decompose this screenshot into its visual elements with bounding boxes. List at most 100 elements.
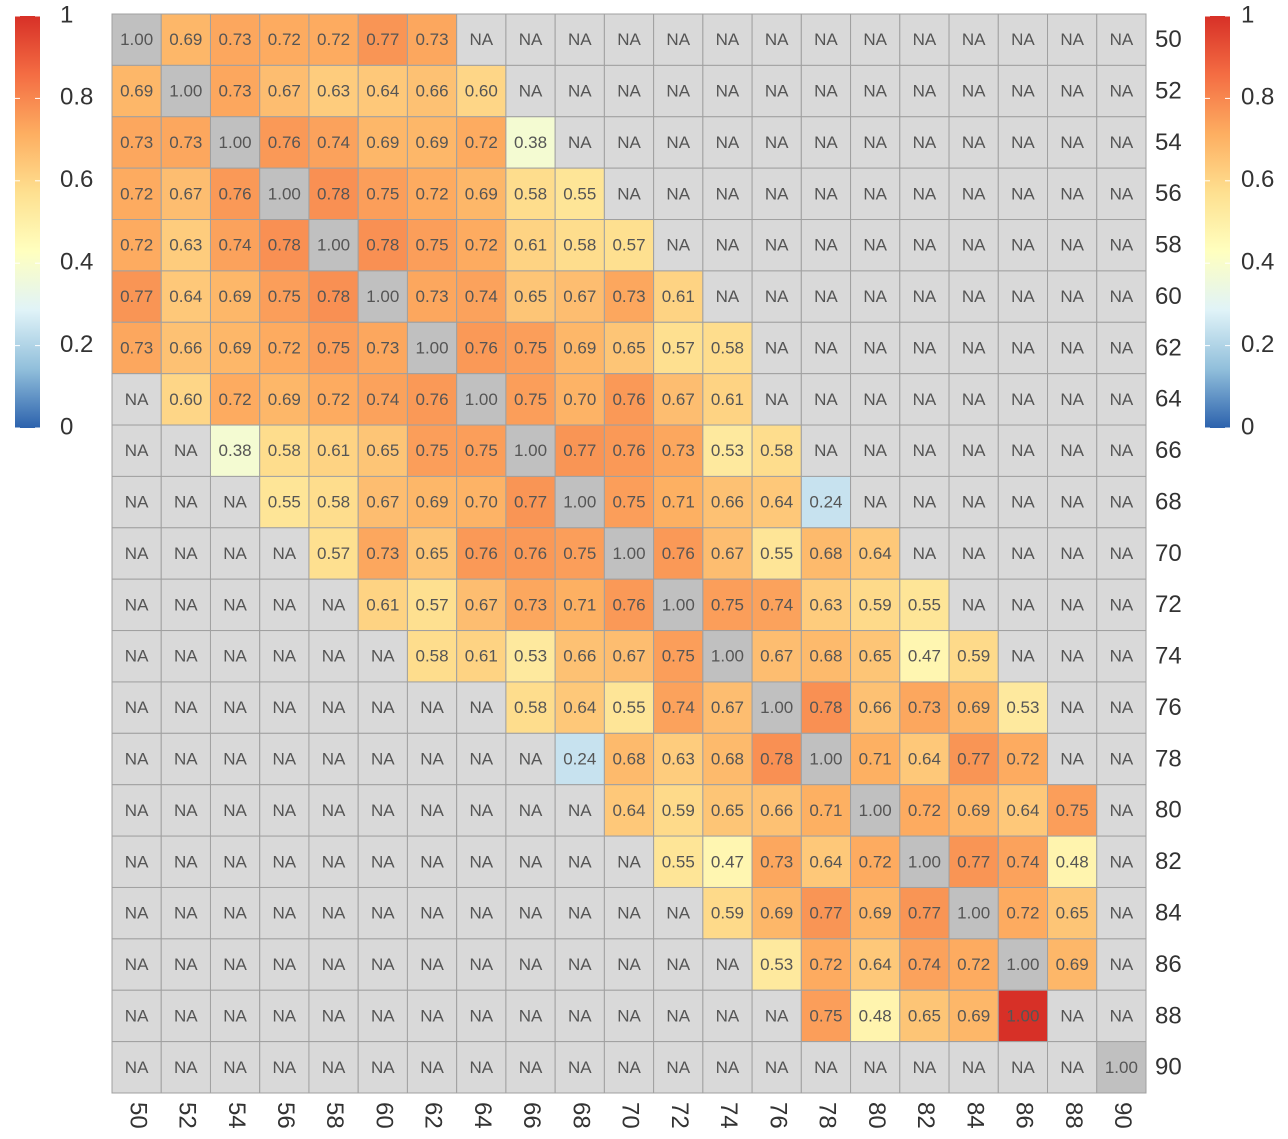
- row-label: 80: [1155, 797, 1182, 824]
- heatmap-cell: [850, 732, 901, 786]
- cell-label: 0.57: [662, 338, 695, 357]
- heatmap-cell: [997, 835, 1049, 888]
- cell-label: NA: [1011, 287, 1035, 306]
- cell-label: NA: [1110, 1006, 1134, 1025]
- cell-label: NA: [125, 904, 149, 923]
- cell-label: NA: [1011, 544, 1035, 563]
- heatmap-cell: [308, 681, 359, 734]
- row-label: 60: [1155, 283, 1182, 310]
- heatmap-cell: [308, 1041, 359, 1094]
- cell-label: NA: [125, 750, 149, 769]
- cell-label: NA: [322, 904, 346, 923]
- heatmap-cell: [653, 219, 704, 272]
- cell-label: NA: [913, 493, 937, 512]
- heatmap-cell: [357, 578, 408, 632]
- heatmap-cell: [259, 938, 310, 991]
- heatmap-cell: [505, 732, 556, 786]
- heatmap-cell: [751, 1041, 802, 1094]
- row-label: 86: [1155, 951, 1182, 978]
- heatmap-cell: [653, 1041, 704, 1094]
- cell-label: 0.73: [120, 133, 153, 152]
- heatmap-cell: [653, 784, 704, 837]
- cell-label: NA: [125, 852, 149, 871]
- cell-label: NA: [1110, 750, 1134, 769]
- row-label: 88: [1155, 1002, 1182, 1029]
- heatmap-cell: [111, 219, 162, 272]
- heatmap-cell: [850, 64, 901, 118]
- cell-label: 0.57: [317, 544, 350, 563]
- heatmap-cell: [456, 475, 507, 529]
- heatmap-cell: [653, 321, 704, 375]
- cell-label: 0.64: [908, 750, 941, 769]
- cell-label: 0.69: [416, 493, 449, 512]
- cell-label: 0.67: [612, 647, 645, 666]
- cell-label: NA: [863, 287, 887, 306]
- cell-label: NA: [223, 801, 247, 820]
- cell-label: 0.64: [563, 698, 596, 717]
- cell-label: NA: [469, 1058, 493, 1077]
- cell-label: 0.69: [1056, 955, 1089, 974]
- cell-label: NA: [913, 441, 937, 460]
- heatmap-cell: [1096, 835, 1147, 888]
- heatmap-cell: [160, 270, 211, 323]
- cell-label: NA: [863, 338, 887, 357]
- cell-label: NA: [273, 904, 297, 923]
- cell-label: NA: [863, 82, 887, 101]
- cell-label: NA: [1110, 955, 1134, 974]
- heatmap-cell: [308, 373, 359, 426]
- cell-label: 0.73: [169, 133, 202, 152]
- heatmap-cell: [850, 578, 901, 632]
- heatmap-cell: [505, 681, 556, 734]
- cell-label: NA: [1060, 236, 1084, 255]
- col-label: 56: [272, 1102, 299, 1129]
- cell-label: 0.75: [809, 1006, 842, 1025]
- cell-label: 0.75: [612, 493, 645, 512]
- heatmap-cell: [160, 321, 211, 375]
- cell-label: NA: [814, 236, 838, 255]
- cell-label: 0.68: [711, 750, 744, 769]
- heatmap-cell: [505, 373, 556, 426]
- cell-label: 0.69: [957, 801, 990, 820]
- heatmap-cell: [308, 578, 359, 632]
- colorbar: [15, 16, 40, 428]
- cell-label: 0.55: [612, 698, 645, 717]
- cell-label: NA: [962, 82, 986, 101]
- cell-label: 0.76: [219, 184, 252, 203]
- cell-label: NA: [223, 544, 247, 563]
- cell-label: 0.76: [514, 544, 547, 563]
- heatmap-cell: [899, 989, 950, 1043]
- cell-label: 0.76: [465, 338, 498, 357]
- heatmap-cell: [603, 784, 655, 837]
- cell-label: NA: [863, 184, 887, 203]
- cell-label: NA: [666, 133, 690, 152]
- heatmap-cell: [997, 578, 1049, 632]
- cell-label: NA: [1110, 493, 1134, 512]
- cell-label: 0.55: [662, 852, 695, 871]
- cell-label: NA: [716, 30, 740, 49]
- cell-label: 0.74: [317, 133, 350, 152]
- heatmap-cell: [997, 784, 1049, 837]
- cell-label: 1.00: [416, 338, 449, 357]
- heatmap-cell: [259, 886, 310, 940]
- heatmap-cell: [456, 13, 507, 66]
- heatmap-cell: [1047, 732, 1098, 786]
- heatmap-cell: [603, 219, 655, 272]
- cell-label: NA: [568, 1006, 592, 1025]
- heatmap-cell: [1047, 938, 1098, 991]
- row-label: 70: [1155, 540, 1182, 567]
- heatmap-cell: [997, 321, 1049, 375]
- cell-label: NA: [1060, 287, 1084, 306]
- cell-label: NA: [568, 904, 592, 923]
- cell-label: 0.66: [760, 801, 793, 820]
- row-label: 54: [1155, 129, 1182, 156]
- heatmap-cell: [1096, 64, 1147, 118]
- cell-label: 0.58: [268, 441, 301, 460]
- cell-label: 1.00: [957, 904, 990, 923]
- cell-label: NA: [1110, 338, 1134, 357]
- heatmap-cell: [111, 373, 162, 426]
- cell-label: NA: [1060, 82, 1084, 101]
- cell-label: 0.57: [612, 236, 645, 255]
- heatmap-cell: [948, 938, 999, 991]
- cell-label: 0.64: [1006, 801, 1039, 820]
- cell-label: NA: [1060, 1006, 1084, 1025]
